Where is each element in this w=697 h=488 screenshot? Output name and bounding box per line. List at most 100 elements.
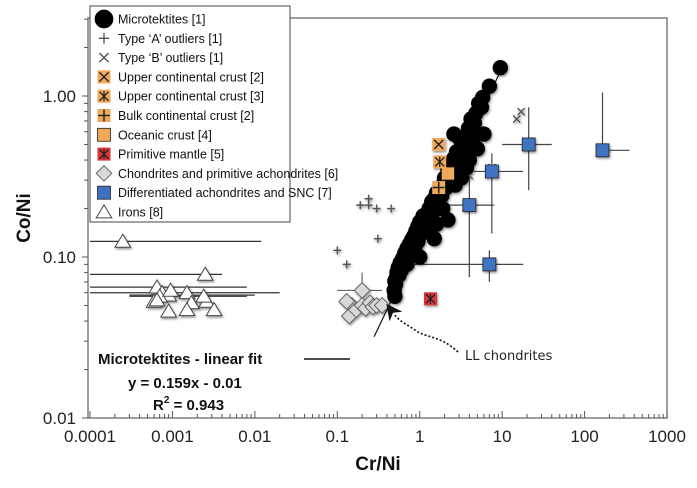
typeB-point (512, 114, 521, 123)
x-tick-label: 0.01 (238, 427, 271, 446)
legend-marker (97, 70, 111, 84)
plus-marker (387, 204, 396, 213)
irons-point (148, 291, 166, 307)
x-glyph (98, 71, 110, 82)
legend-marker (98, 52, 110, 63)
irons-point (178, 284, 196, 300)
legend-marker (95, 203, 113, 219)
legend-label: Bulk continental crust [2] (118, 109, 254, 123)
diffach-point (521, 137, 536, 152)
typeA-point (333, 246, 342, 255)
triangle-marker (178, 301, 196, 317)
legend-marker (97, 185, 111, 200)
x-tick-label: 100 (570, 427, 598, 446)
irons-point (195, 288, 213, 303)
circle-marker (399, 256, 415, 273)
chondrites-point (373, 296, 391, 314)
typeA-point (356, 201, 365, 210)
microtektites-point (461, 152, 478, 168)
square-marker (521, 137, 536, 152)
microtektites-point (399, 256, 415, 273)
y-axis-title: Co/Ni (14, 193, 35, 243)
legend-marker (95, 164, 113, 182)
ucc3-point (433, 155, 447, 169)
legend-label: Chondrites and primitive achondrites [6] (118, 167, 338, 181)
square-marker (482, 257, 497, 272)
typeA-point (373, 234, 382, 243)
microtektites-point (481, 78, 498, 94)
legend-label: Differentiated achondrites and SNC [7] (118, 186, 332, 200)
square-marker (484, 164, 499, 179)
circle-marker (387, 288, 403, 305)
diamond-marker (353, 281, 371, 299)
x-tick-label: 1 (415, 427, 424, 446)
circle-marker (465, 136, 482, 153)
circle-marker (94, 9, 114, 29)
circle-marker (412, 249, 428, 265)
fit-label: Microtektites - linear fit (98, 351, 262, 368)
legend-marker (97, 127, 111, 142)
legend-marker (94, 9, 114, 29)
y-tick-label: 0.10 (43, 248, 76, 267)
square-marker (595, 143, 610, 158)
x-axis: 0.0001 0.001 0.01 0.1 1 10 100 1000 (64, 411, 686, 446)
asterisk-glyph (425, 293, 436, 305)
oceanic-point (441, 166, 455, 181)
legend-item-irons: Irons [8] (95, 203, 163, 220)
irons-point (205, 301, 223, 317)
r2-value: = 0.943 (169, 397, 224, 414)
circle-marker (428, 216, 445, 232)
legend-item-microtektites: Microtektites [1] (94, 9, 206, 29)
microtektites-point (465, 136, 482, 153)
triangle-marker (178, 284, 196, 300)
x-tick-label: 0.1 (325, 427, 349, 446)
legend-marker (97, 109, 111, 122)
square-marker (97, 185, 111, 200)
r2-superscript: 2 (164, 395, 170, 406)
irons-point (196, 266, 214, 281)
asterisk-glyph (434, 156, 445, 168)
x-tick-label: 1000 (648, 427, 686, 446)
x-tick-label: 0.0001 (64, 427, 116, 446)
microtektites-point (426, 230, 442, 247)
legend-item-ucc2: Upper continental crust [2] (97, 70, 264, 84)
typeA-point (387, 204, 396, 213)
irons-point (178, 301, 196, 317)
microtektites-point (492, 59, 509, 76)
plus-marker (98, 33, 110, 44)
circle-marker (481, 78, 498, 94)
microtektites-point (451, 130, 467, 146)
legend-label: Microtektites [1] (118, 13, 206, 27)
irons-point (159, 303, 178, 318)
legend-label: Irons [8] (118, 206, 163, 220)
asterisk-glyph (98, 91, 110, 102)
microtektites-point (447, 177, 463, 193)
x-glyph (433, 139, 444, 150)
legend-marker (98, 33, 110, 44)
microtektites-point (476, 126, 492, 142)
legend-label: Upper continental crust [3] (118, 90, 264, 104)
legend-label: Type ‘B’ outliers [1] (118, 51, 223, 65)
plus-marker (333, 246, 342, 255)
y-axis: 0.01 0.10 1.00 (43, 18, 88, 428)
diffach-point (484, 164, 499, 179)
plus-glyph (98, 109, 110, 122)
triangle-marker (195, 288, 213, 303)
chondrites-point (353, 281, 371, 299)
microtektites-point (387, 288, 403, 305)
diamond-marker (373, 296, 391, 314)
x-marker (98, 52, 110, 63)
legend-item-chondrites: Chondrites and primitive achondrites [6] (95, 164, 338, 182)
plus-marker (356, 201, 365, 210)
ucc2-point (432, 137, 446, 151)
triangle-marker (161, 282, 180, 297)
circle-marker (426, 230, 442, 247)
legend-item-oceanic: Oceanic crust [4] (97, 127, 212, 142)
triangle-marker (159, 303, 178, 318)
diffach-point (462, 198, 477, 213)
fit-equation: y = 0.159x - 0.01 (128, 375, 242, 392)
plus-marker (364, 201, 373, 210)
legend-label: Upper continental crust [2] (118, 70, 264, 84)
triangle-marker (114, 233, 132, 248)
typeA-point (372, 204, 381, 213)
